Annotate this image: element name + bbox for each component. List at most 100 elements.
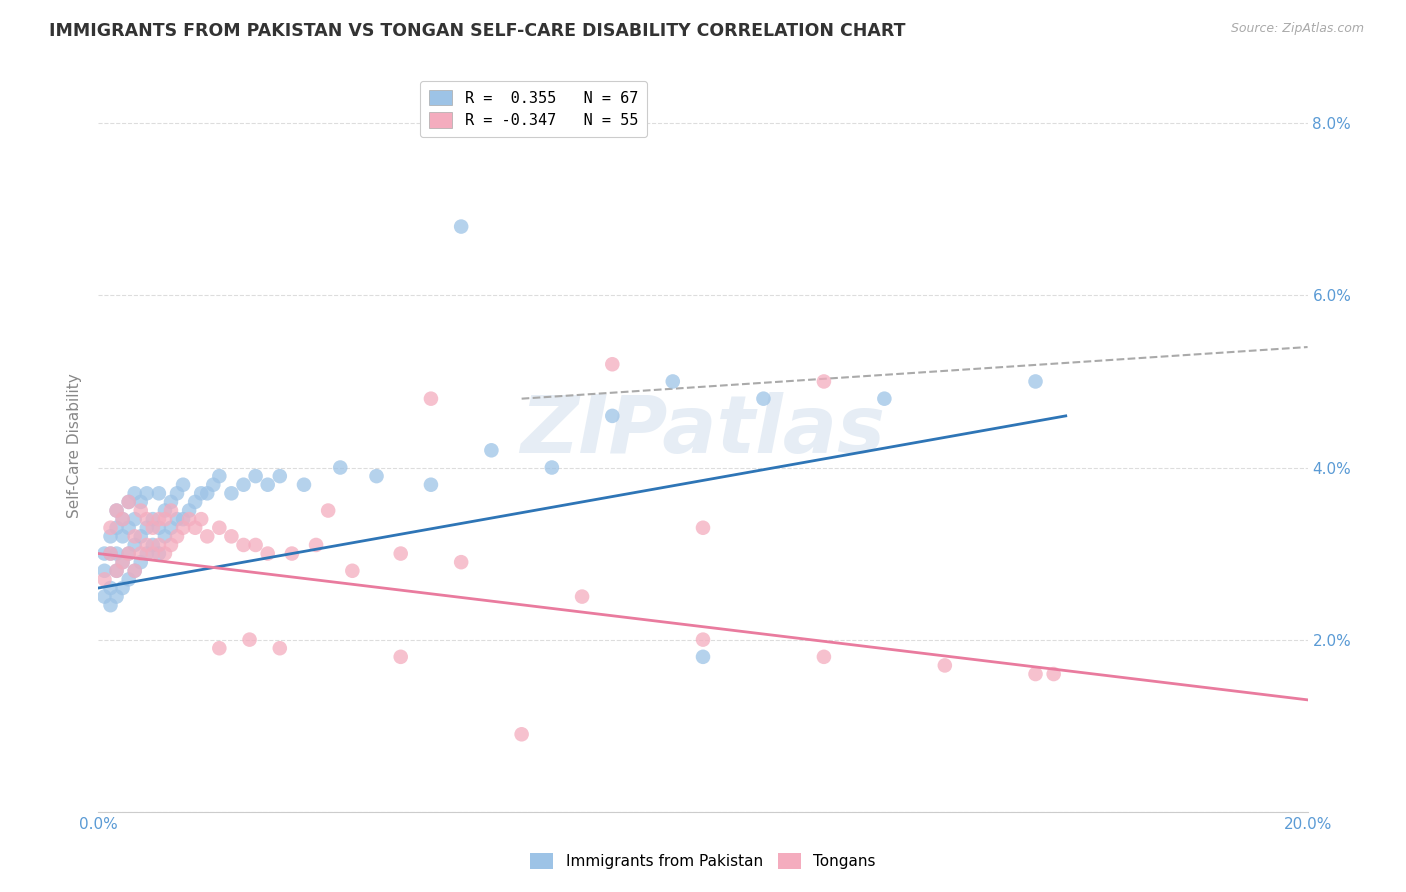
Point (135, 547, 157, 561)
Point (239, 632, 262, 647)
Point (281, 547, 304, 561)
Point (420, 392, 443, 406)
Y-axis label: Self-Care Disability: Self-Care Disability (67, 374, 83, 518)
Point (111, 512, 134, 526)
Point (135, 512, 157, 526)
Point (481, 443, 503, 458)
Point (195, 486, 218, 500)
Point (93, 590, 115, 604)
Point (172, 477, 194, 491)
Point (245, 469, 267, 483)
Point (100, 581, 122, 595)
Point (571, 590, 593, 604)
Point (100, 521, 122, 535)
Point (148, 538, 170, 552)
Point (105, 521, 128, 535)
Point (179, 503, 201, 517)
Point (129, 503, 152, 517)
Point (160, 521, 183, 535)
Point (450, 219, 472, 234)
Point (1024, 375, 1046, 389)
Point (329, 460, 352, 475)
Point (148, 486, 170, 500)
Point (166, 512, 188, 526)
Point (118, 573, 141, 587)
Point (105, 503, 128, 517)
Point (202, 477, 225, 491)
Point (366, 469, 388, 483)
Point (752, 392, 775, 406)
Point (184, 521, 207, 535)
Point (166, 486, 188, 500)
Point (111, 555, 134, 569)
Point (166, 529, 188, 543)
Point (135, 521, 157, 535)
Point (1024, 667, 1046, 681)
Text: Source: ZipAtlas.com: Source: ZipAtlas.com (1230, 22, 1364, 36)
Point (221, 486, 243, 500)
Point (111, 529, 134, 543)
Legend: Immigrants from Pakistan, Tongans: Immigrants from Pakistan, Tongans (524, 847, 882, 875)
Point (172, 512, 194, 526)
Point (111, 555, 134, 569)
Point (873, 392, 896, 406)
Point (172, 521, 194, 535)
Point (692, 649, 714, 664)
Point (813, 375, 835, 389)
Point (179, 512, 201, 526)
Point (184, 495, 207, 509)
Point (124, 486, 146, 500)
Point (160, 495, 183, 509)
Point (135, 486, 157, 500)
Point (1042, 667, 1064, 681)
Point (100, 598, 122, 612)
Point (602, 357, 624, 371)
Point (100, 547, 122, 561)
Point (118, 547, 141, 561)
Point (510, 727, 533, 741)
Point (129, 547, 152, 561)
Text: IMMIGRANTS FROM PAKISTAN VS TONGAN SELF-CARE DISABILITY CORRELATION CHART: IMMIGRANTS FROM PAKISTAN VS TONGAN SELF-… (49, 22, 905, 40)
Point (450, 555, 472, 569)
Point (100, 547, 122, 561)
Point (256, 477, 278, 491)
Point (111, 581, 134, 595)
Point (813, 649, 835, 664)
Point (100, 529, 122, 543)
Point (602, 409, 624, 423)
Point (105, 503, 128, 517)
Text: ZIPatlas: ZIPatlas (520, 392, 886, 470)
Point (153, 512, 176, 526)
Point (129, 495, 152, 509)
Point (342, 564, 364, 578)
Point (208, 641, 231, 656)
Point (420, 477, 443, 491)
Point (135, 538, 157, 552)
Point (208, 521, 231, 535)
Point (148, 547, 170, 561)
Point (118, 495, 141, 509)
Point (111, 512, 134, 526)
Point (692, 521, 714, 535)
Point (245, 538, 267, 552)
Point (269, 641, 291, 656)
Point (195, 529, 218, 543)
Point (153, 529, 176, 543)
Point (118, 547, 141, 561)
Point (153, 503, 176, 517)
Point (232, 477, 254, 491)
Point (221, 529, 243, 543)
Point (142, 538, 165, 552)
Point (129, 555, 152, 569)
Point (389, 649, 412, 664)
Point (256, 547, 278, 561)
Point (316, 503, 339, 517)
Point (142, 521, 165, 535)
Point (93, 547, 115, 561)
Point (232, 538, 254, 552)
Point (540, 460, 562, 475)
Point (153, 547, 176, 561)
Point (148, 512, 170, 526)
Point (105, 564, 128, 578)
Point (124, 564, 146, 578)
